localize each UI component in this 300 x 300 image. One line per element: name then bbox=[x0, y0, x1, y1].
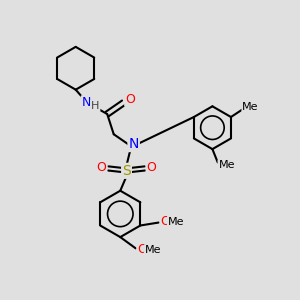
Text: O: O bbox=[146, 161, 156, 174]
Text: Me: Me bbox=[218, 160, 235, 170]
Text: O: O bbox=[137, 243, 147, 256]
Text: O: O bbox=[160, 215, 170, 228]
Text: O: O bbox=[97, 161, 106, 174]
Text: N: N bbox=[82, 96, 91, 109]
Text: H: H bbox=[91, 101, 100, 111]
Text: O: O bbox=[125, 93, 135, 106]
Text: Me: Me bbox=[168, 217, 184, 227]
Text: S: S bbox=[122, 164, 131, 178]
Text: N: N bbox=[128, 137, 139, 151]
Text: Me: Me bbox=[145, 245, 161, 255]
Text: Me: Me bbox=[242, 102, 259, 112]
